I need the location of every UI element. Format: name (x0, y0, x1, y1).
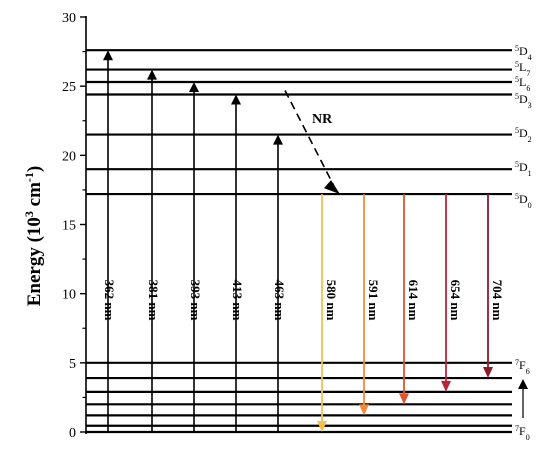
y-tick-label: 25 (62, 80, 76, 95)
level-label: 5L6 (515, 75, 530, 93)
level-label: 5D0 (515, 192, 532, 210)
emission-wavelength-label: 614 nm (406, 280, 421, 321)
emission-arrow-head (317, 421, 327, 432)
y-tick-label: 0 (69, 426, 76, 441)
emission-wavelength-label: 591 nm (366, 280, 381, 321)
level-label: 5D2 (515, 126, 532, 144)
y-axis: 0 5 10 15 20 25 30 (62, 11, 87, 441)
excitation-arrow-head (273, 134, 283, 145)
emission-arrow-head (399, 393, 409, 405)
nr-label: NR (312, 112, 333, 127)
y-tick-label: 5 (69, 357, 76, 372)
emission-arrow-head (359, 404, 369, 416)
emission-wavelength-label: 580 nm (324, 280, 339, 321)
excitation-wavelength-label: 463 nm (272, 280, 287, 321)
y-tick-label: 30 (62, 11, 76, 26)
y-tick-label: 10 (62, 288, 76, 303)
excitation-wavelength-label: 362 nm (102, 280, 117, 321)
level-label: 5L7 (515, 60, 530, 78)
excitation-wavelength-label: 393 nm (188, 280, 203, 321)
excitation-wavelength-label: 413 nm (230, 280, 245, 321)
level-label: 5D1 (515, 160, 532, 178)
y-tick-label: 20 (62, 149, 76, 164)
y-axis-label: Energy (103 cm-1) (22, 166, 45, 307)
emission-wavelength-label: 704 nm (490, 280, 505, 321)
level-label-7F6: 7F6 (515, 358, 530, 376)
excitation-arrow-head (147, 69, 157, 80)
level-label-7F0: 7F0 (515, 424, 530, 442)
level-label: 5D3 (515, 92, 532, 110)
excitation-arrow-head (189, 82, 199, 93)
energy-levels (86, 49, 512, 434)
excitation-arrow-head (231, 94, 241, 105)
y-tick-label: 15 (62, 219, 76, 234)
excitation-wavelength-label: 381 nm (146, 280, 161, 321)
nr-arrow-head (324, 180, 340, 195)
emission-arrow-head (483, 367, 493, 379)
excitation-arrow-head (103, 50, 113, 61)
emission-wavelength-label: 654 nm (448, 280, 463, 321)
nr-dashed-arrow (284, 90, 335, 187)
transitions: 362 nm 381 nm 393 nm 413 nm 463 nm NR 580 nm 59… (102, 50, 505, 432)
emission-arrow-head (441, 380, 451, 392)
level-label: 5D4 (515, 44, 532, 62)
